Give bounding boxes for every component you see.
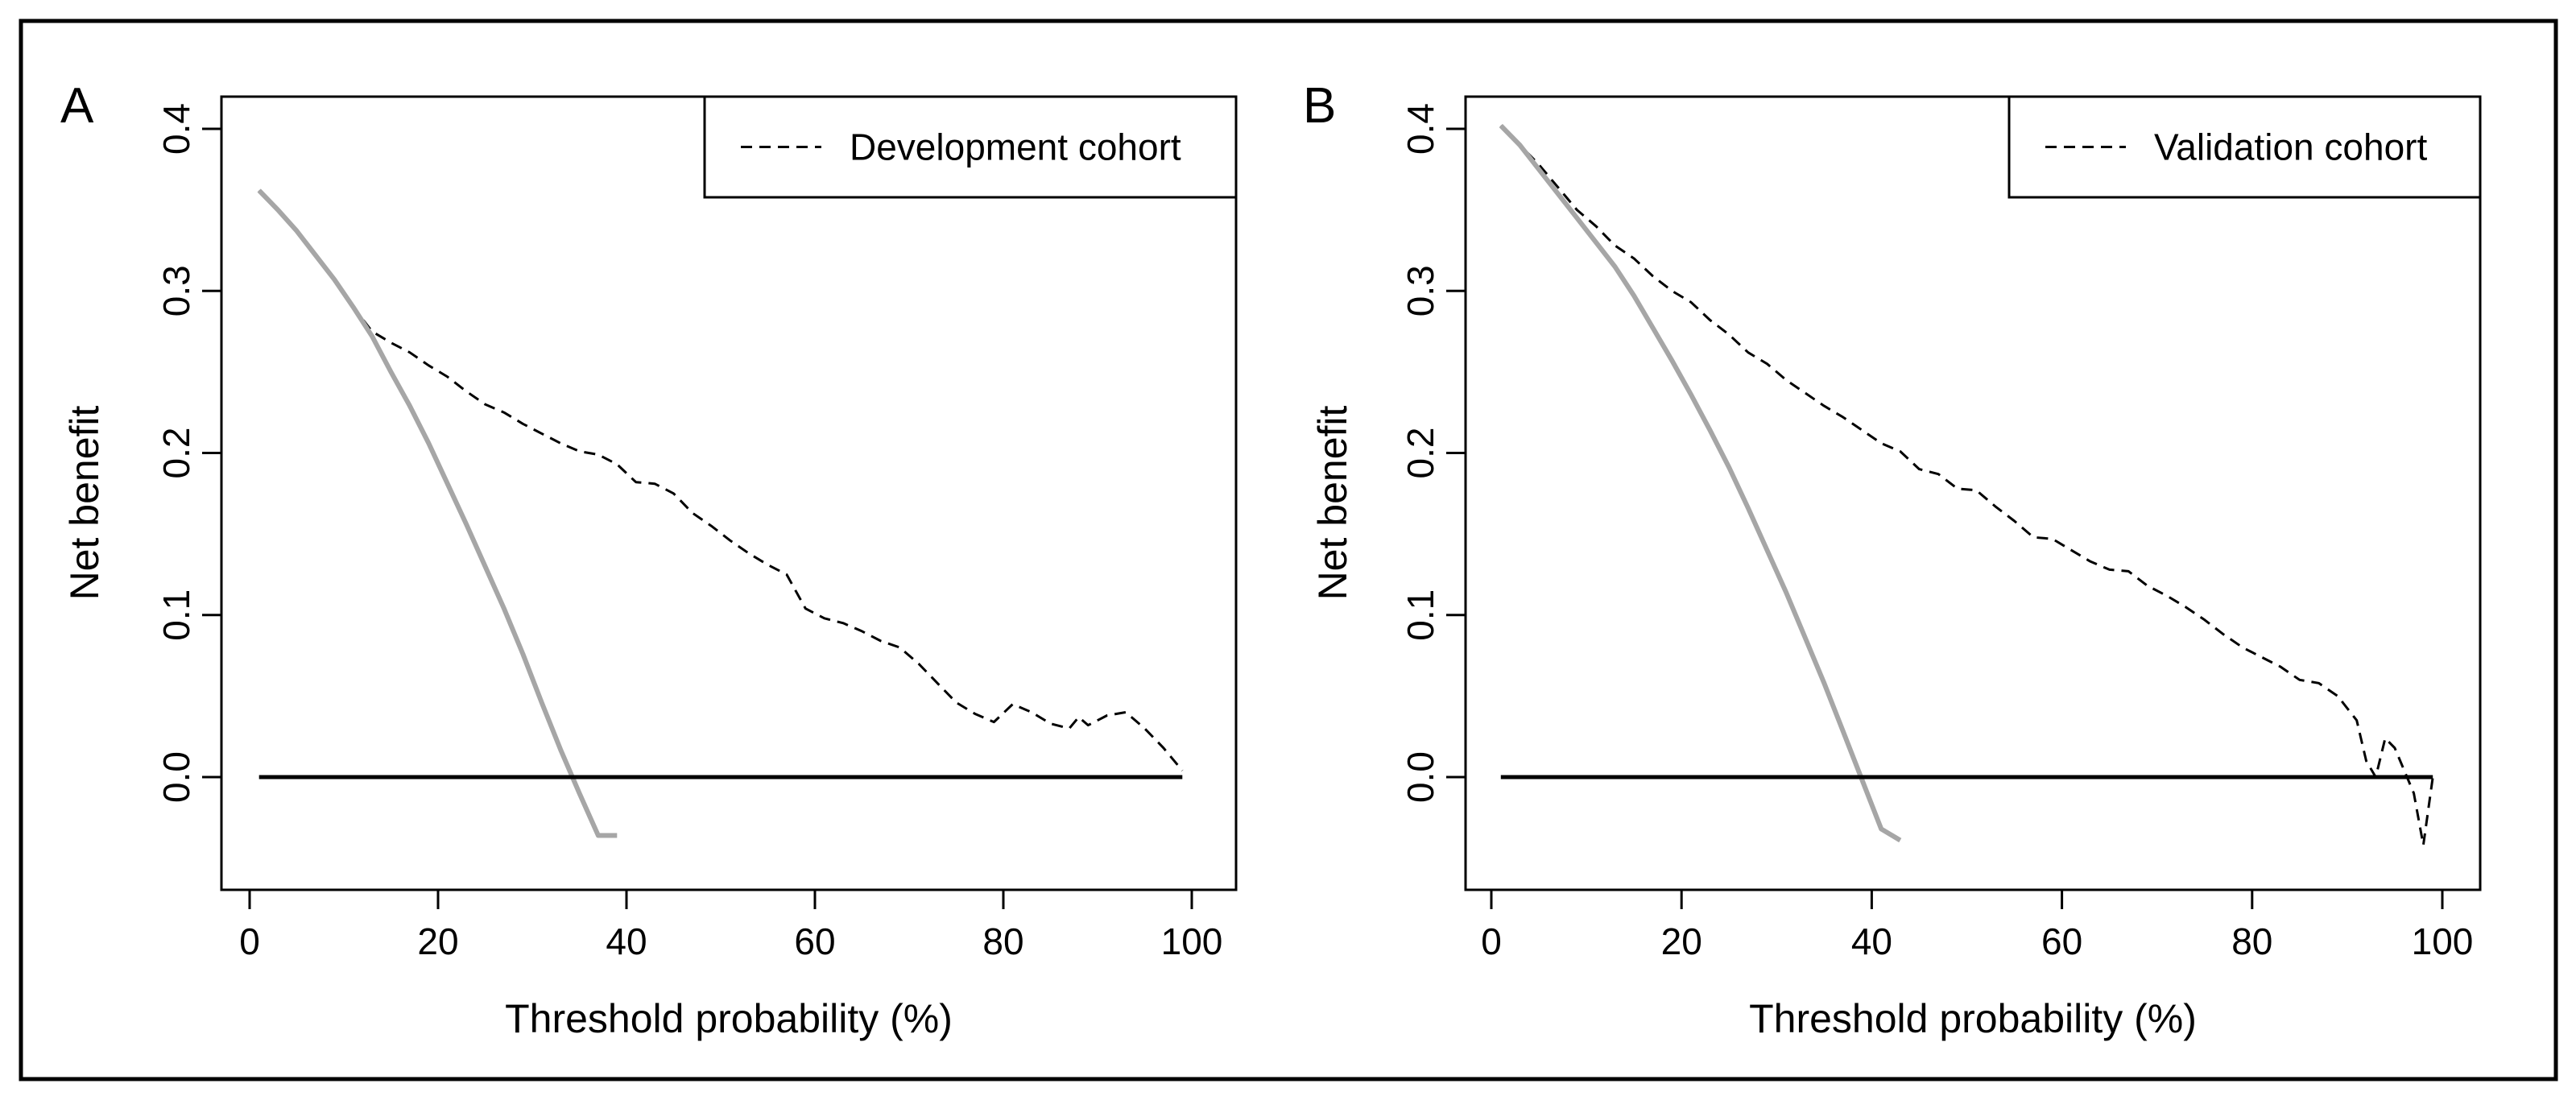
x-axis-title: Threshold probability (%) — [1749, 996, 2197, 1041]
plot-area-frame — [220, 95, 1238, 891]
x-tick-label: 20 — [1661, 920, 1702, 962]
x-tick-label: 80 — [982, 920, 1023, 962]
plot-area-frame — [1464, 95, 2482, 891]
legend-entry: Development cohort — [850, 126, 1181, 168]
x-tick-label: 80 — [2231, 920, 2272, 962]
y-tick-label: 0.0 — [155, 751, 197, 803]
legend-box — [703, 95, 1238, 199]
y-tick-label: 0.3 — [155, 265, 197, 316]
y-axis-title: Net benefit — [62, 405, 107, 600]
series-line-treat-all — [257, 188, 618, 838]
y-tick-label: 0.4 — [155, 103, 197, 155]
y-axis-title: Net benefit — [1310, 405, 1355, 600]
legend: Validation cohort — [2007, 95, 2482, 199]
x-tick-label: 40 — [606, 920, 647, 962]
y-tick-label: 0.1 — [1400, 589, 1441, 641]
series-line-model — [258, 189, 1184, 771]
y-tick-label: 0.4 — [1400, 103, 1441, 155]
y-tick-label: 0.0 — [1400, 751, 1441, 803]
figure-border — [19, 19, 2558, 1081]
y-tick-label: 0.1 — [155, 589, 197, 641]
panel-b: B 0 20 40 60 80 100 0.0 0.1 0.2 0.3 0.4 Threshold pr… — [1303, 78, 2482, 1041]
y-tick-label: 0.2 — [1400, 428, 1441, 479]
panel-letter: A — [60, 78, 94, 134]
series-line-treat-all — [1499, 123, 1902, 843]
x-tick-label: 60 — [794, 920, 835, 962]
x-tick-label: 0 — [239, 920, 260, 962]
panel-a: A 0 20 40 60 80 100 0.0 0.1 0.2 0.3 0.4 Threshold pr… — [60, 78, 1238, 1041]
y-tick-label: 0.3 — [1400, 265, 1441, 316]
x-tick-label: 20 — [417, 920, 458, 962]
legend: Development cohort — [703, 95, 1238, 199]
x-axis-title: Threshold probability (%) — [505, 996, 953, 1041]
legend-entry: Validation cohort — [2154, 126, 2427, 168]
panel-letter: B — [1303, 78, 1336, 134]
x-tick-label: 100 — [2412, 920, 2474, 962]
x-tick-label: 0 — [1481, 920, 1502, 962]
x-tick-label: 40 — [1851, 920, 1892, 962]
x-tick-label: 100 — [1161, 920, 1223, 962]
y-tick-label: 0.2 — [155, 428, 197, 479]
x-tick-label: 60 — [2041, 920, 2082, 962]
series-line-model — [1499, 124, 2434, 846]
